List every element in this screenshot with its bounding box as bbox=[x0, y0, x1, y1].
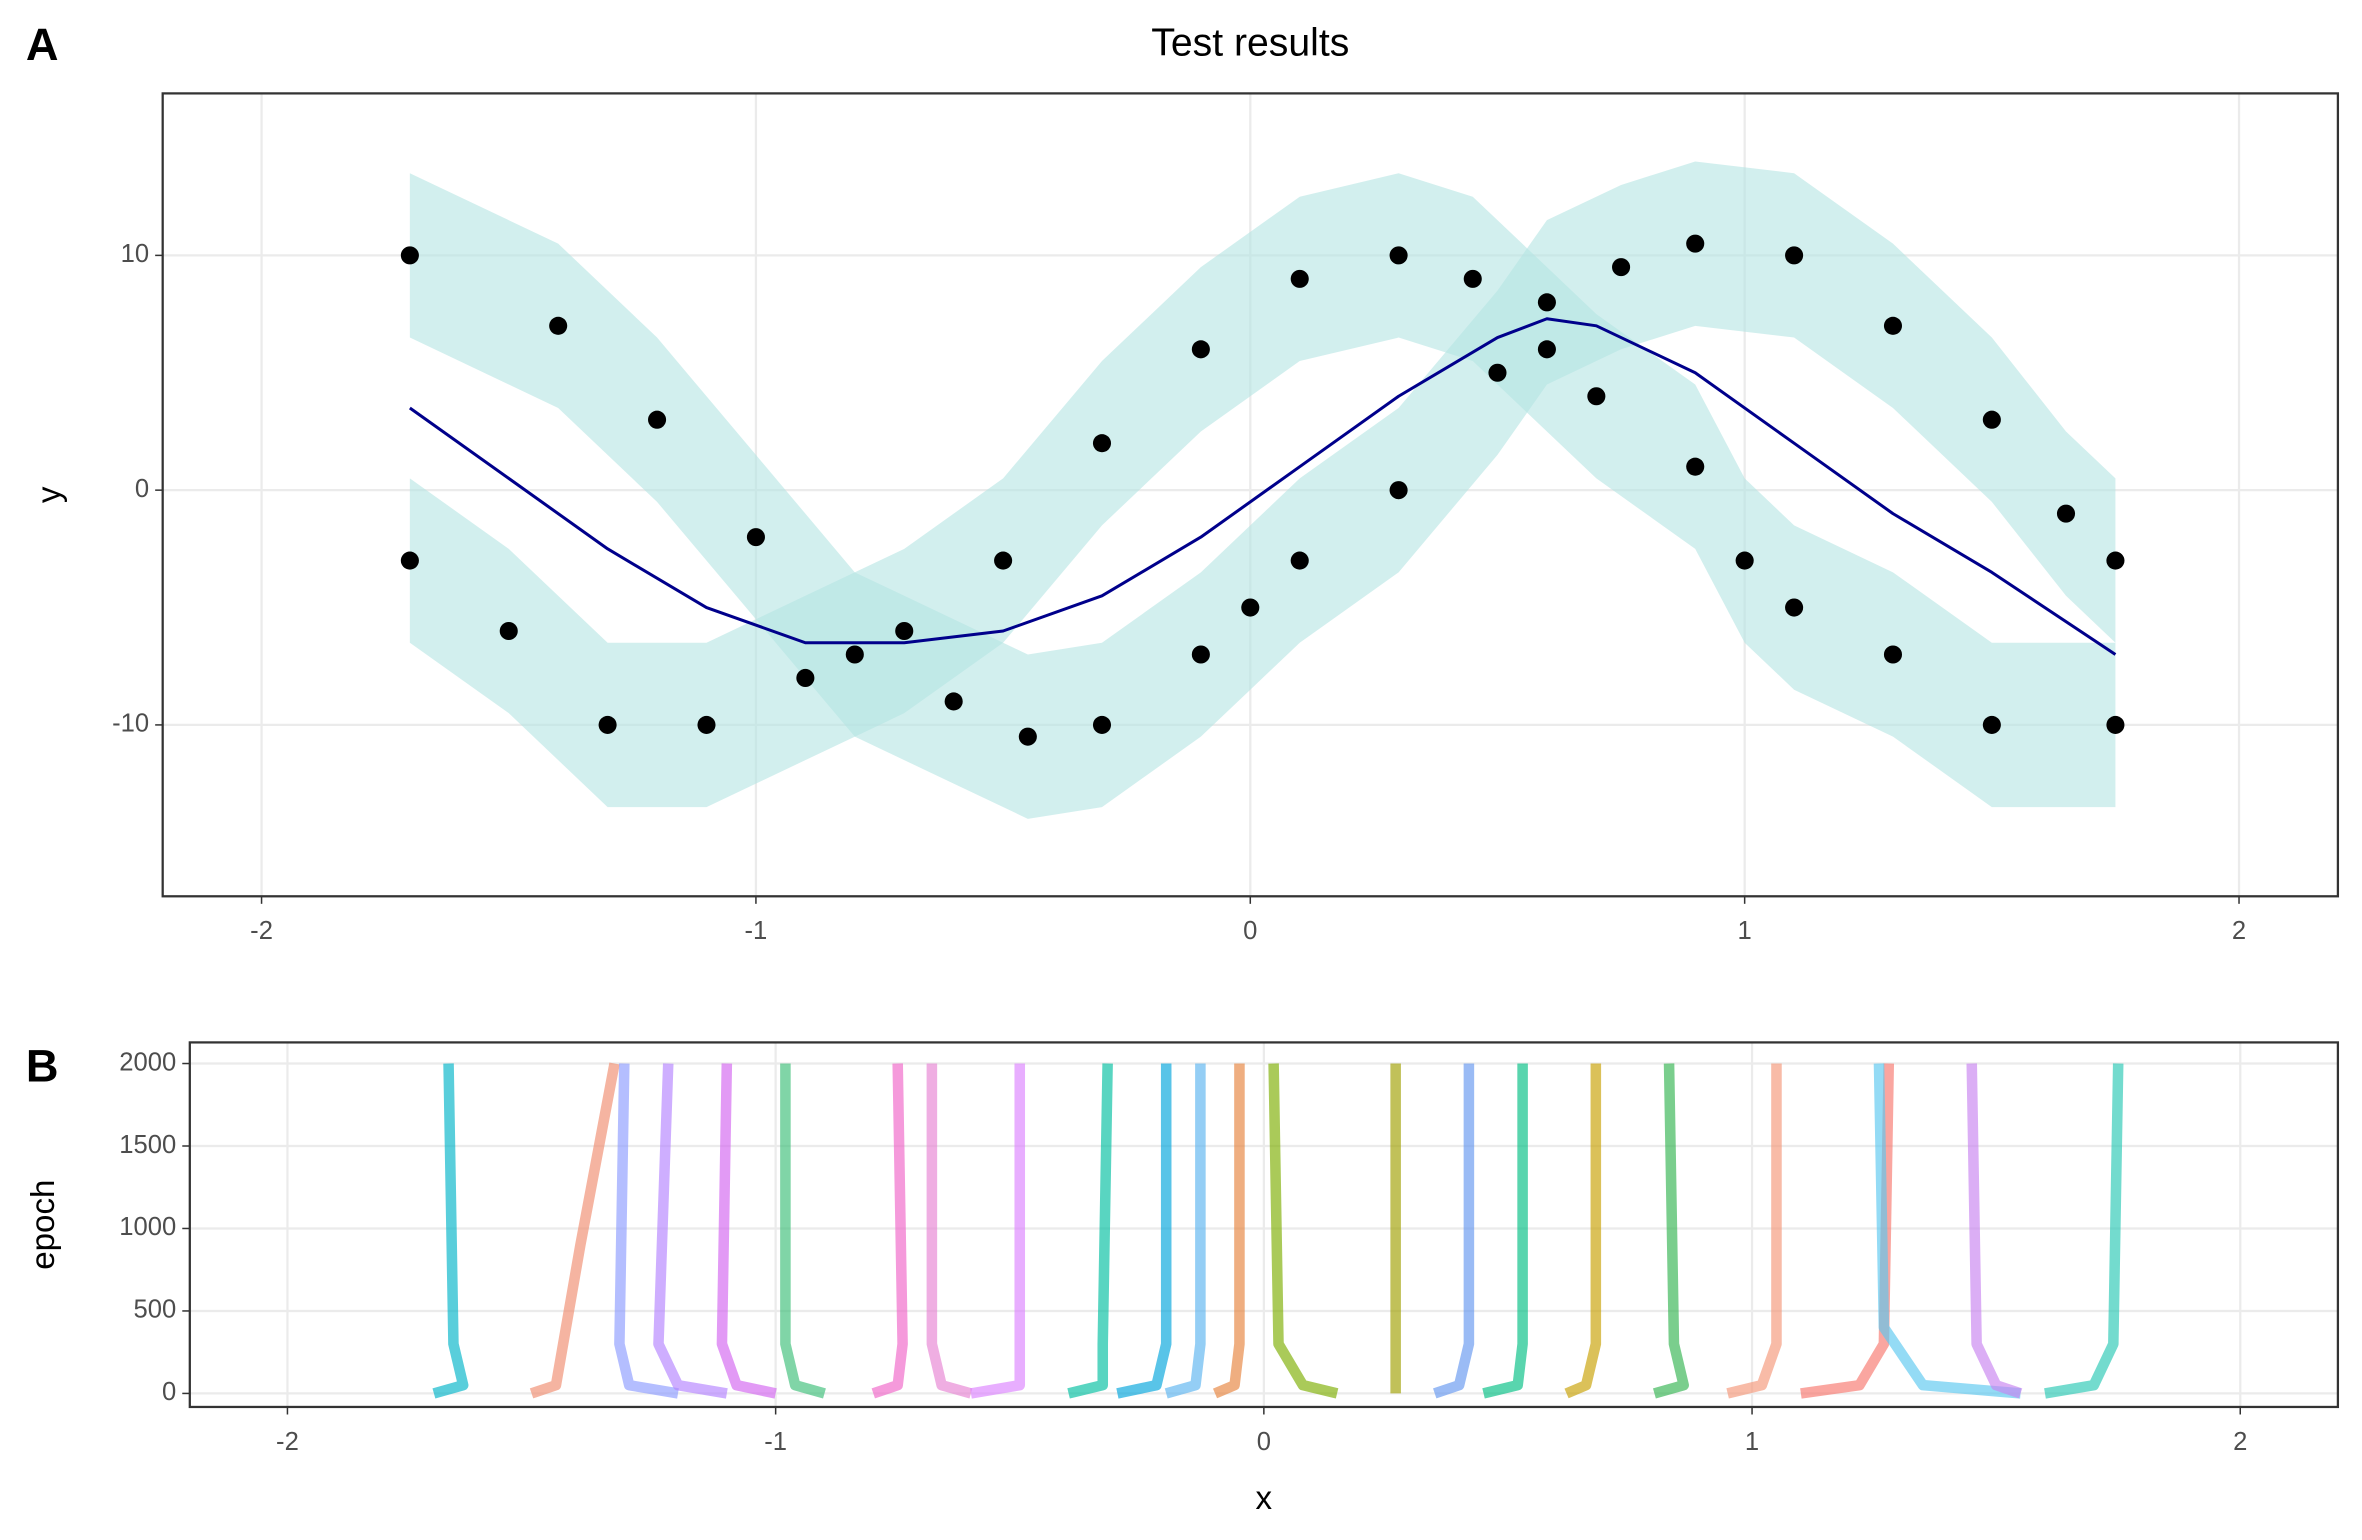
point bbox=[994, 551, 1013, 570]
point bbox=[1290, 269, 1309, 288]
y-tick-label: 10 bbox=[121, 240, 149, 268]
y-tick-label: 1000 bbox=[119, 1213, 176, 1241]
point bbox=[1612, 258, 1631, 277]
point bbox=[400, 246, 419, 265]
point bbox=[1092, 715, 1112, 734]
point bbox=[895, 621, 914, 641]
point bbox=[1389, 481, 1408, 500]
point bbox=[697, 715, 716, 734]
point bbox=[1587, 387, 1606, 406]
line bbox=[1873, 1063, 2022, 1399]
point bbox=[1018, 727, 1037, 746]
point bbox=[2106, 551, 2125, 570]
point bbox=[1191, 645, 1210, 664]
point bbox=[1537, 340, 1556, 359]
line bbox=[1966, 1063, 2023, 1399]
point bbox=[1883, 316, 1903, 335]
point bbox=[1735, 551, 1754, 570]
point bbox=[1883, 645, 1903, 664]
line bbox=[1433, 1063, 1475, 1399]
line bbox=[1164, 1063, 1206, 1399]
line bbox=[716, 1063, 777, 1399]
line bbox=[1212, 1063, 1245, 1399]
plot-frame bbox=[188, 1041, 2340, 1409]
line bbox=[1268, 1063, 1339, 1399]
point bbox=[1686, 457, 1705, 476]
line bbox=[1482, 1063, 1528, 1399]
line bbox=[970, 1063, 1026, 1399]
y-tick-label: 1500 bbox=[119, 1131, 176, 1159]
y-tick-label: -10 bbox=[112, 710, 149, 738]
x-axis-label: x bbox=[1256, 1480, 1273, 1517]
x-tick-label: 2 bbox=[2232, 917, 2246, 945]
line bbox=[1116, 1063, 1172, 1399]
x-tick-label: -2 bbox=[250, 917, 273, 945]
x-tick-label: 2 bbox=[2233, 1428, 2247, 1456]
point bbox=[845, 645, 864, 664]
x-tick-label: -2 bbox=[276, 1428, 299, 1456]
point bbox=[1389, 246, 1408, 265]
line bbox=[1652, 1063, 1689, 1399]
line bbox=[871, 1063, 908, 1399]
y-axis-label: y bbox=[31, 486, 68, 503]
point bbox=[1982, 410, 2001, 429]
point bbox=[1488, 363, 1507, 382]
line bbox=[780, 1063, 826, 1399]
point bbox=[1463, 269, 1482, 288]
point bbox=[1092, 434, 1112, 453]
x-tick-label: -1 bbox=[764, 1428, 787, 1456]
y-tick-label: 2000 bbox=[119, 1048, 176, 1076]
x-tick-label: 0 bbox=[1243, 917, 1257, 945]
panel-label: A bbox=[26, 19, 59, 70]
x-tick-label: 0 bbox=[1257, 1428, 1271, 1456]
line bbox=[408, 317, 2117, 656]
point bbox=[2106, 715, 2125, 734]
y-tick-label: 0 bbox=[135, 475, 149, 503]
point bbox=[598, 715, 617, 734]
y-tick-label: 0 bbox=[162, 1378, 176, 1406]
line bbox=[926, 1063, 973, 1399]
y-tick-label: 500 bbox=[134, 1296, 177, 1324]
point bbox=[2056, 504, 2076, 523]
point bbox=[944, 692, 963, 711]
point bbox=[549, 316, 568, 335]
point bbox=[1290, 551, 1309, 570]
band bbox=[409, 173, 2116, 808]
line bbox=[432, 1063, 469, 1399]
point bbox=[1785, 598, 1804, 617]
panel-label: B bbox=[26, 1040, 59, 1091]
point bbox=[499, 621, 518, 641]
chart-title: Test results bbox=[1151, 22, 1349, 65]
point bbox=[1686, 234, 1705, 253]
plot-frame bbox=[161, 92, 2340, 898]
line bbox=[1726, 1063, 1782, 1399]
line bbox=[2044, 1063, 2124, 1399]
line bbox=[653, 1063, 728, 1399]
point bbox=[1191, 340, 1210, 359]
point bbox=[1982, 715, 2001, 734]
line bbox=[1564, 1063, 1602, 1399]
point bbox=[648, 410, 667, 429]
x-tick-label: 1 bbox=[1745, 1428, 1759, 1456]
y-axis-label: epoch bbox=[25, 1180, 62, 1270]
x-tick-label: 1 bbox=[1738, 917, 1752, 945]
x-tick-label: -1 bbox=[745, 917, 768, 945]
point bbox=[1537, 293, 1556, 312]
point bbox=[1241, 598, 1260, 617]
line bbox=[1067, 1063, 1113, 1399]
point bbox=[400, 551, 419, 570]
point bbox=[746, 528, 765, 547]
line bbox=[529, 1062, 620, 1399]
point bbox=[796, 668, 815, 688]
point bbox=[1785, 246, 1804, 265]
line bbox=[614, 1063, 679, 1399]
